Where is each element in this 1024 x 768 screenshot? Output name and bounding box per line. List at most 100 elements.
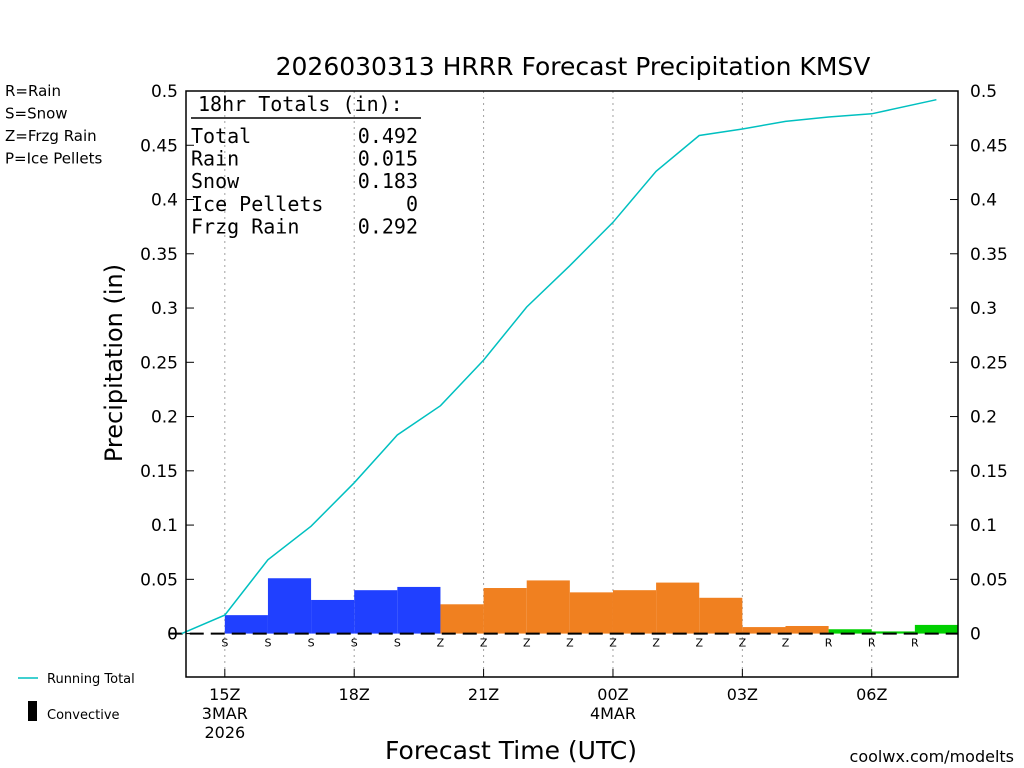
y-tick-label: 0.35 (140, 245, 178, 265)
totals-row-value: 0 (406, 192, 418, 216)
y-tick-label-right: 0.3 (970, 299, 997, 319)
precip-type-label: Z (695, 637, 703, 650)
y-tick-label: 0.5 (151, 82, 178, 102)
totals-row-label: Rain (191, 147, 239, 171)
x-axis-label: Forecast Time (UTC) (385, 736, 637, 765)
y-tick-label: 0.25 (140, 353, 178, 373)
credit-text: coolwx.com/modelts (850, 747, 1014, 766)
totals-row-label: Frzg Rain (191, 214, 299, 238)
y-tick-label-right: 0.05 (970, 570, 1008, 590)
y-axis-label: Precipitation (in) (100, 264, 128, 462)
x-tick-label: 06Z (856, 685, 887, 704)
series-legend: Running Total Convective (18, 672, 135, 723)
y-tick-label-right: 0.4 (970, 191, 997, 211)
precip-bar (699, 597, 743, 634)
precip-bar (871, 631, 915, 634)
y-tick-label: 0.15 (140, 462, 178, 482)
precip-type-label: R (868, 637, 876, 650)
x-tick-label: 21Z (468, 685, 499, 704)
x-tick-label: 18Z (339, 685, 370, 704)
precip-type-label: Z (437, 637, 445, 650)
y-tick-label-right: 0.1 (970, 516, 997, 536)
x-tick-label: 15Z (209, 685, 240, 704)
precip-type-legend-item: R=Rain (5, 82, 61, 100)
precip-bar (742, 627, 786, 634)
series-legend-label: Running Total (47, 672, 135, 687)
y-tick-label-right: 0 (970, 625, 981, 645)
precip-type-legend-item: P=Ice Pellets (5, 150, 102, 168)
x-tick-label: 03Z (727, 685, 758, 704)
precip-bar (656, 582, 700, 634)
precip-type-label: S (221, 637, 228, 650)
precip-type-label: Z (739, 637, 747, 650)
y-tick-label: 0.45 (140, 136, 178, 156)
precip-bar (267, 578, 312, 634)
totals-row-value: 0.015 (358, 147, 418, 171)
precip-type-label: R (825, 637, 833, 650)
precip-bar (354, 590, 398, 634)
precip-bar (526, 580, 570, 634)
x-tick-label: 4MAR (590, 704, 636, 723)
totals-row-label: Snow (191, 169, 240, 193)
precip-type-legend-item: Z=Frzg Rain (5, 127, 97, 145)
precip-type-label: S (351, 637, 358, 650)
precip-bar (483, 588, 527, 634)
precip-type-label: Z (609, 637, 617, 650)
x-tick-label: 2026 (204, 723, 245, 742)
y-tick-label: 0 (167, 625, 178, 645)
precip-type-legend-item: S=Snow (5, 105, 68, 123)
totals-row-value: 0.183 (358, 169, 418, 193)
precip-type-label: Z (566, 637, 574, 650)
y-tick-label: 0.4 (151, 191, 178, 211)
y-tick-label: 0.2 (151, 408, 178, 428)
running-total-series (181, 98, 937, 635)
precip-type-label: Z (652, 637, 660, 650)
plot-frame (185, 90, 959, 678)
y-tick-label-right: 0.2 (970, 408, 997, 428)
y-tick-label: 0.1 (151, 516, 178, 536)
totals-box: 18hr Totals (in): Total 0.492 Rain 0.015 Snow… (191, 92, 421, 238)
vertical-gridlines (224, 91, 873, 677)
plot-border (185, 90, 959, 678)
precip-bar (914, 624, 958, 634)
chart-title: 2026030313 HRRR Forecast Precipitation K… (276, 52, 871, 81)
precip-bar (569, 592, 613, 634)
x-tick-label: 00Z (597, 685, 628, 704)
y-tick-label-right: 0.35 (970, 245, 1008, 265)
y-axis-ticks: 0 0 0.05 0.05 0.1 0.1 0.15 0.15 0.2 0.2 0.25 0.25 0.… (140, 82, 1008, 645)
precip-type-label: S (308, 637, 315, 650)
y-tick-label-right: 0.5 (970, 82, 997, 102)
precip-type-label: Z (523, 637, 531, 650)
y-tick-label-right: 0.15 (970, 462, 1008, 482)
precip-type-legend: R=Rain S=Snow Z=Frzg Rain P=Ice Pellets (5, 82, 102, 168)
precip-type-label: Z (480, 637, 488, 650)
totals-title: 18hr Totals (in): (198, 92, 403, 116)
totals-row-label: Ice Pellets (191, 192, 323, 216)
precip-bar (224, 615, 268, 634)
precip-bars (224, 578, 958, 634)
x-tick-label: 3MAR (202, 704, 248, 723)
precip-type-label: R (911, 637, 919, 650)
precip-bar (828, 629, 872, 634)
series-legend-label: Convective (47, 708, 120, 723)
y-tick-label: 0.3 (151, 299, 178, 319)
precip-bar (311, 599, 355, 634)
running-total-line (181, 98, 937, 635)
convective-legend-swatch (28, 701, 37, 721)
precip-type-label: S (264, 637, 271, 650)
precip-bar (785, 625, 829, 634)
totals-row-label: Total (191, 124, 251, 148)
totals-row-value: 0.292 (358, 214, 418, 238)
totals-row-value: 0.492 (358, 124, 418, 148)
precip-bar (612, 590, 657, 634)
precip-bar (440, 604, 484, 634)
precip-type-label: S (394, 637, 401, 650)
precip-bar (397, 586, 441, 634)
y-tick-label: 0.05 (140, 570, 178, 590)
y-tick-label-right: 0.45 (970, 136, 1008, 156)
y-tick-label-right: 0.25 (970, 353, 1008, 373)
